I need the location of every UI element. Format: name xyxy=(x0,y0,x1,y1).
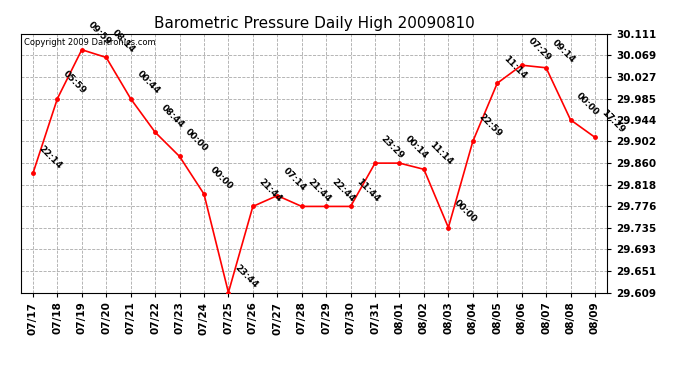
Text: 08:14: 08:14 xyxy=(110,28,137,55)
Text: 07:14: 07:14 xyxy=(282,166,308,193)
Text: 08:44: 08:44 xyxy=(159,103,186,129)
Text: 22:44: 22:44 xyxy=(331,177,357,204)
Text: 05:59: 05:59 xyxy=(61,69,88,96)
Text: 00:00: 00:00 xyxy=(575,91,601,117)
Text: Copyright 2009 Dartronics.com: Copyright 2009 Dartronics.com xyxy=(23,38,155,46)
Text: 11:14: 11:14 xyxy=(502,54,528,81)
Text: 17:29: 17:29 xyxy=(599,108,626,135)
Text: 00:44: 00:44 xyxy=(135,69,161,96)
Text: 00:00: 00:00 xyxy=(453,198,479,225)
Text: 22:14: 22:14 xyxy=(37,144,63,171)
Text: 07:29: 07:29 xyxy=(526,36,553,62)
Text: 21:44: 21:44 xyxy=(306,177,333,204)
Text: 23:44: 23:44 xyxy=(233,263,259,290)
Text: 00:00: 00:00 xyxy=(184,128,210,154)
Text: 09:14: 09:14 xyxy=(550,38,577,65)
Text: 09:59: 09:59 xyxy=(86,20,112,47)
Text: 23:29: 23:29 xyxy=(380,134,406,160)
Text: 21:44: 21:44 xyxy=(257,177,284,204)
Text: 11:44: 11:44 xyxy=(355,177,382,204)
Text: 22:59: 22:59 xyxy=(477,112,504,139)
Title: Barometric Pressure Daily High 20090810: Barometric Pressure Daily High 20090810 xyxy=(154,16,474,31)
Text: 00:14: 00:14 xyxy=(404,134,430,160)
Text: 11:14: 11:14 xyxy=(428,140,455,166)
Text: 00:00: 00:00 xyxy=(208,165,235,191)
